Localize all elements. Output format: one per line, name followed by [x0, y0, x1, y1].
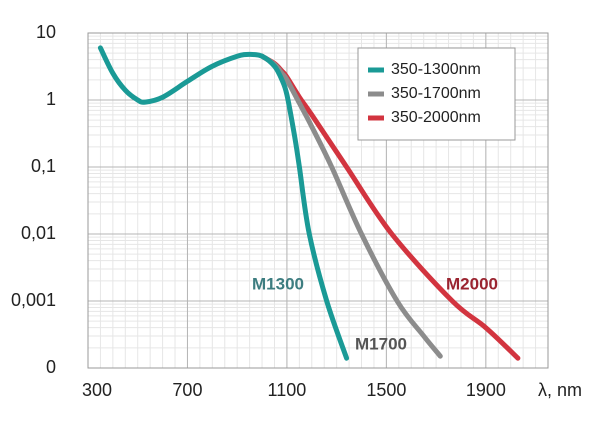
x-tick-label: 1900	[466, 380, 506, 400]
y-tick-label: 0,001	[11, 290, 56, 310]
plot-frame	[87, 32, 549, 369]
x-tick-label: 300	[82, 380, 112, 400]
y-tick-label: 10	[36, 22, 56, 42]
annotation: M2000	[446, 274, 498, 293]
x-tick-label: 1500	[366, 380, 406, 400]
y-tick-label: 0,01	[21, 223, 56, 243]
legend-box	[357, 47, 516, 141]
x-tick-label: 1100	[268, 380, 307, 400]
legend-label: 350-2000nm	[391, 109, 481, 126]
x-axis-label: λ, nm	[538, 380, 582, 400]
series-line	[97, 45, 350, 361]
legend-label: 350-1300nm	[391, 61, 481, 78]
annotation: M1700	[355, 334, 407, 353]
y-tick-label: 0,1	[31, 156, 56, 176]
y-tick-label: 0	[46, 357, 56, 377]
x-tick-label: 700	[172, 380, 202, 400]
legend-label: 350-1700nm	[391, 85, 481, 102]
annotation: M1300	[252, 274, 304, 293]
y-tick-label: 1	[46, 89, 56, 109]
